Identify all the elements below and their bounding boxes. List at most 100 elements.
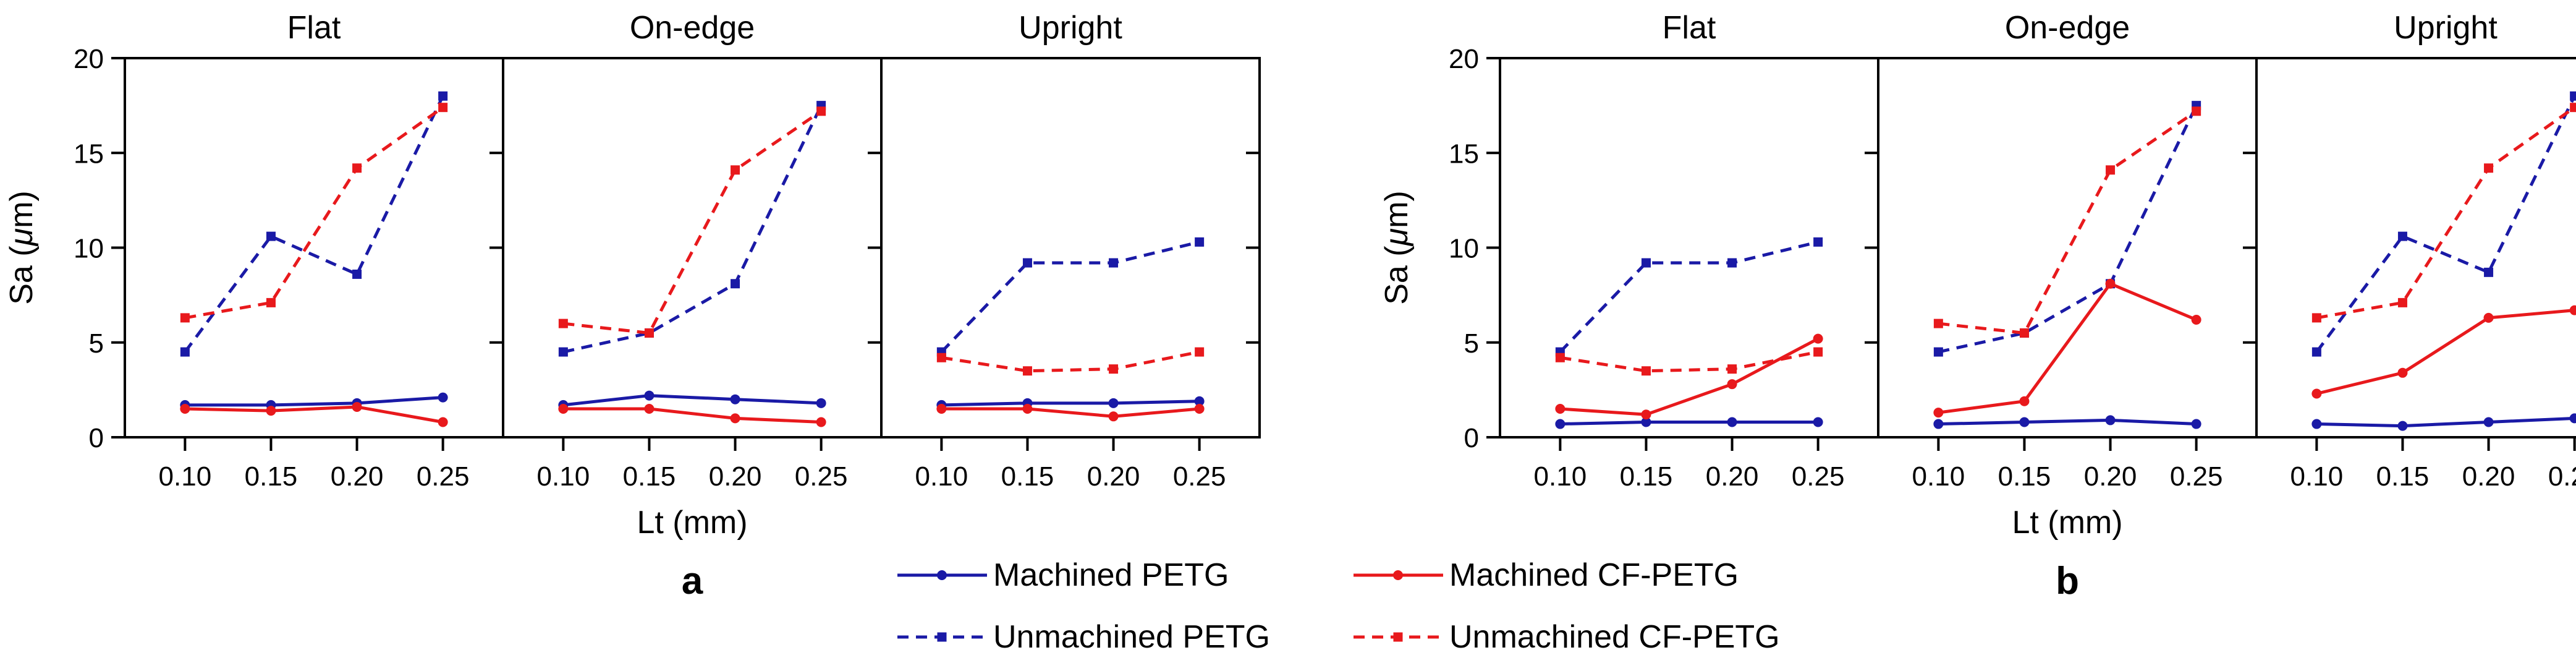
data-point [2483, 417, 2494, 427]
series-line [185, 405, 444, 424]
data-point [1933, 408, 1944, 418]
data-point [2397, 421, 2408, 431]
data-point [1641, 409, 1651, 420]
series-unmachined-cf-petg [1555, 347, 1823, 376]
series-unmachined-petg [180, 91, 448, 357]
series-line [2316, 416, 2575, 428]
y-tick-label: 5 [1464, 328, 1479, 359]
data-point [1555, 419, 1566, 429]
data-point [1022, 404, 1033, 414]
series-line [2316, 309, 2575, 395]
series-line [1938, 418, 2197, 426]
data-point [2311, 347, 2321, 357]
y-tick-label: 0 [89, 423, 104, 453]
x-tick-label: 0.15 [623, 461, 676, 492]
series-machined-petg [1933, 415, 2201, 429]
panel-frame [1499, 57, 1879, 438]
data-point [1109, 258, 1119, 268]
data-point [438, 91, 448, 101]
series-line [2316, 106, 2576, 320]
x-tick-label: 0.25 [2170, 461, 2223, 492]
data-point [644, 328, 654, 338]
panel-b-flat: Flat 0 5 10 15 20 0.10 0.15 0.20 0.25 [1449, 10, 1879, 492]
panel-frame [2255, 57, 2576, 438]
data-point [1194, 404, 1205, 414]
series-line [941, 407, 1200, 418]
legend-marker [1393, 570, 1403, 580]
data-point [438, 417, 448, 427]
data-point [2397, 367, 2408, 378]
data-point [2191, 314, 2201, 325]
data-point [180, 347, 190, 357]
data-point [1641, 417, 1651, 427]
panel-b-on-edge: On-edge 0.10 0.15 0.20 0.25 [1877, 10, 2258, 492]
data-point [936, 404, 947, 414]
data-point [438, 392, 448, 403]
series-unmachined-cf-petg [936, 347, 1205, 376]
x-tick-label: 0.25 [795, 461, 848, 492]
legend-marker [937, 632, 947, 642]
series-unmachined-petg [2311, 91, 2576, 357]
series-line [1938, 109, 2198, 335]
series-machined-cf-petg [1933, 278, 2201, 418]
panel-a-upright: Upright 0.10 0.15 0.20 0.25 [880, 10, 1261, 492]
legend: Machined PETG Machined CF-PETG Unmachined … [897, 557, 1780, 655]
series-line [185, 396, 443, 407]
data-point [2311, 313, 2321, 323]
series-line [563, 109, 823, 335]
data-point [2397, 297, 2407, 307]
series-line [1938, 105, 2198, 354]
data-point [2191, 419, 2201, 429]
panel-a-on-edge: On-edge 0.10 0.15 0.20 0.25 [502, 10, 883, 492]
data-point [2484, 163, 2494, 173]
series-line [2315, 95, 2576, 353]
x-tick-label: 0.10 [159, 461, 212, 492]
panel-a-flat: Flat 0 5 10 15 20 0.10 0.15 0.20 0.25 [74, 10, 504, 492]
data-point [266, 231, 276, 241]
x-tick-label: 0.10 [915, 461, 968, 492]
data-point [1727, 417, 1737, 427]
panel-title: On-edge [2005, 10, 2130, 46]
series-line [562, 105, 823, 354]
x-tick-label: 0.15 [1620, 461, 1673, 492]
data-point [180, 313, 190, 323]
y-tick-label: 15 [1449, 139, 1479, 169]
legend-item-unmachined-cf-petg: Unmachined CF-PETG [1354, 619, 1780, 655]
x-tick-label: 0.10 [1912, 461, 1965, 492]
group-label-a: a [682, 560, 703, 602]
data-point [352, 401, 362, 412]
data-point [1933, 419, 1944, 429]
data-point [2105, 278, 2116, 289]
group-label-b: b [2056, 560, 2079, 602]
data-point [266, 406, 276, 416]
data-point [2569, 413, 2576, 424]
y-axis-labels: Sa (μm) Sa (μm) [4, 190, 1415, 305]
x-tick-label: 0.25 [1173, 461, 1226, 492]
series-line [941, 350, 1200, 373]
x-tick-label: 0.10 [2290, 461, 2344, 492]
panel-title: Upright [1019, 10, 1122, 46]
data-point [558, 319, 568, 328]
x-tick-label: 0.20 [1087, 461, 1140, 492]
data-point [1194, 396, 1205, 406]
legend-marker [937, 570, 947, 580]
series-machined-cf-petg [2311, 305, 2576, 399]
data-point [644, 390, 655, 401]
panel-frame [880, 57, 1261, 438]
series-line [941, 400, 1200, 407]
data-point [816, 417, 826, 427]
series-line [940, 240, 1200, 353]
y-tick-label: 0 [1464, 423, 1479, 453]
x-tick-label: 0.20 [2462, 461, 2515, 492]
data-point [2570, 103, 2576, 113]
data-point [2019, 328, 2029, 338]
data-point [816, 106, 826, 116]
series-unmachined-petg [558, 101, 826, 357]
data-point [1727, 258, 1737, 268]
data-point [266, 297, 276, 307]
data-point [2397, 231, 2407, 241]
legend-label: Machined PETG [993, 557, 1229, 593]
data-point [1933, 347, 1943, 357]
series-machined-petg [2311, 413, 2576, 431]
data-point [731, 165, 740, 175]
